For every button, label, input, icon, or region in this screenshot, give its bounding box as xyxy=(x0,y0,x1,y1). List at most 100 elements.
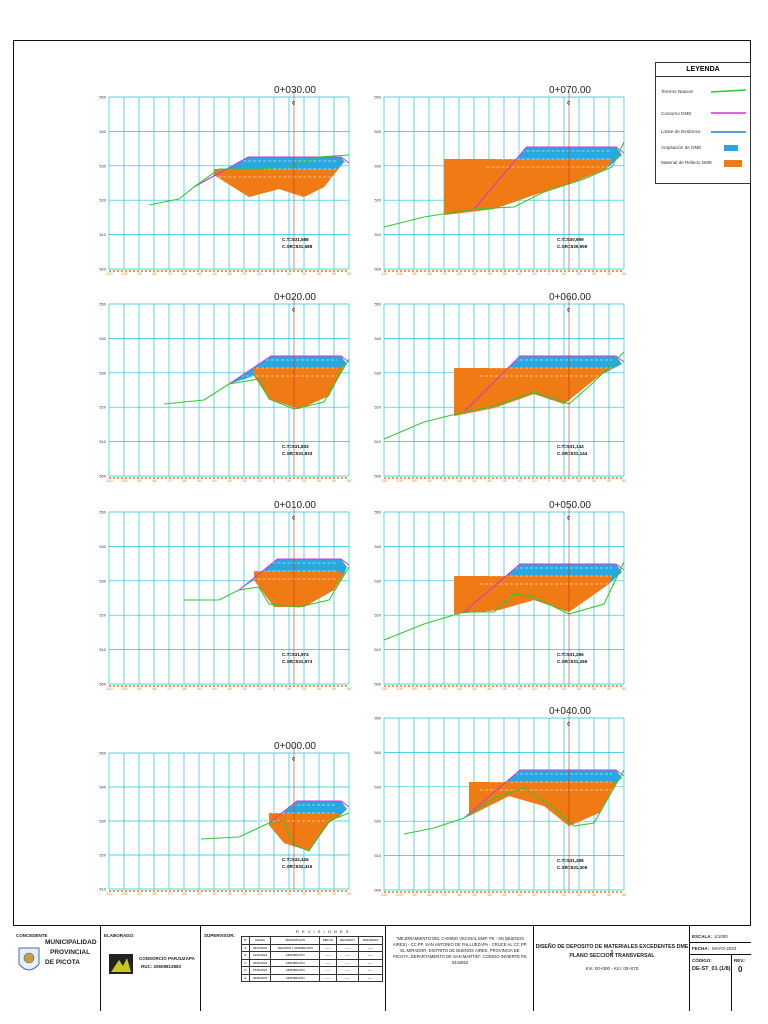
distance-tick: -10 xyxy=(531,272,536,276)
distance-tick: 20 xyxy=(577,479,581,483)
contour-line xyxy=(268,800,350,824)
terrain-line xyxy=(200,812,350,852)
elevation-tick: 520 xyxy=(374,198,381,203)
distance-tick: -20 xyxy=(241,479,246,483)
distance-tick: 50 xyxy=(622,479,626,483)
elevation-tick: 510 xyxy=(99,232,106,237)
entity-line-1: MUNICIPALIDAD xyxy=(45,939,97,946)
csr-label: C.SR=531,588 xyxy=(282,244,313,249)
elaborado-label: ELABORADO: xyxy=(104,933,135,938)
centerline-symbol: ¢ xyxy=(292,757,295,763)
section-title: 0+030.00 xyxy=(274,85,316,96)
date-label: FECHA: xyxy=(692,946,709,951)
distance-tick: -70 xyxy=(441,479,446,483)
distance-tick: -30 xyxy=(501,893,506,897)
distance-tick: -40 xyxy=(211,892,216,896)
distance-tick: 10 xyxy=(562,272,566,276)
distance-tick: -20 xyxy=(241,687,246,691)
elevation-tick: 520 xyxy=(374,405,381,410)
distance-tick: -70 xyxy=(441,687,446,691)
distance-tick: -60 xyxy=(181,272,186,276)
distance-tick: -30 xyxy=(501,479,506,483)
ct-label: C.T=530,959 xyxy=(557,237,584,242)
fill-material xyxy=(269,813,341,851)
distance-tick: -20 xyxy=(516,687,521,691)
csr-label: C.SR=531,144 xyxy=(557,451,588,456)
distance-tick: 20 xyxy=(302,892,306,896)
distance-tick: -60 xyxy=(456,479,461,483)
fill-material xyxy=(454,576,612,614)
distance-tick: -10 xyxy=(531,893,536,897)
distance-tick: 30 xyxy=(592,479,596,483)
elevation-tick: 530 xyxy=(374,578,381,583)
centerline-symbol: ¢ xyxy=(567,308,570,314)
distance-tick: -90 xyxy=(136,479,141,483)
date-value: MAYO-2023 xyxy=(712,946,737,951)
distance-tick: -30 xyxy=(226,687,231,691)
distance-tick: -100 xyxy=(120,687,127,691)
legend-label-expansion: Ampliación de DME xyxy=(661,145,702,150)
centerline-symbol: ¢ xyxy=(567,722,570,728)
elevation-tick: 520 xyxy=(99,613,106,618)
elevation-tick: 540 xyxy=(99,129,106,134)
distance-tick: -100 xyxy=(395,479,402,483)
concedente-cell: CONCEDENTE MUNICIPALIDAD PROVINCIAL DE P… xyxy=(13,926,101,1011)
concedente-label: CONCEDENTE xyxy=(16,933,48,938)
distance-tick: 10 xyxy=(287,272,291,276)
elevation-tick: 530 xyxy=(374,163,381,168)
code-value: DE-ST_01 (1/8) xyxy=(692,966,731,972)
distance-tick: -30 xyxy=(501,687,506,691)
section-title: 0+020.00 xyxy=(274,292,316,303)
elevation-tick: 520 xyxy=(99,198,106,203)
distance-tick: 0 xyxy=(273,892,275,896)
centerline-symbol: ¢ xyxy=(567,101,570,107)
centerline-symbol: ¢ xyxy=(292,101,295,107)
legend-swatch-terrain xyxy=(710,89,747,93)
distance-tick: -100 xyxy=(120,892,127,896)
revisions-row: A 05/01/2023 REVISIÓN Y APROBACIÓN ------ --… xyxy=(241,943,383,952)
distance-tick: 30 xyxy=(592,687,596,691)
ct-label: C.T=531,266 xyxy=(557,652,584,657)
elevation-tick: 540 xyxy=(374,544,381,549)
elevation-tick: 550 xyxy=(99,95,106,100)
elevation-tick: 500 xyxy=(374,888,381,893)
terrain-line xyxy=(383,351,625,440)
centerline-symbol: ¢ xyxy=(292,516,295,522)
distance-tick: -110 xyxy=(106,479,113,483)
distance-tick: 10 xyxy=(287,479,291,483)
legend-label-terrain: Terreno Natural xyxy=(661,89,693,94)
elevation-tick: 550 xyxy=(374,302,381,307)
distance-tick: 10 xyxy=(287,892,291,896)
distance-tick: -40 xyxy=(486,272,491,276)
elevation-tick: 520 xyxy=(99,853,106,858)
elevation-tick: 500 xyxy=(99,682,106,687)
elevation-tick: 530 xyxy=(99,819,106,824)
distance-tick: 30 xyxy=(317,272,321,276)
distance-tick: -10 xyxy=(531,479,536,483)
distance-tick: -10 xyxy=(256,892,261,896)
csr-label: C.SR=532,416 xyxy=(282,864,313,869)
centerline-symbol: ¢ xyxy=(292,308,295,314)
distance-tick: -30 xyxy=(226,272,231,276)
distance-tick: 50 xyxy=(347,272,351,276)
code-label: CÓDIGO: xyxy=(692,958,712,963)
elevation-tick: 510 xyxy=(99,887,106,892)
csr-label: C.SR=531,266 xyxy=(557,659,588,664)
section-title: 0+010.00 xyxy=(274,500,316,511)
legend-label-clearing: Limite de Desbroce xyxy=(661,129,701,134)
distance-tick: -90 xyxy=(411,893,416,897)
contour-line xyxy=(228,355,350,385)
distance-tick: -50 xyxy=(196,272,201,276)
distance-tick: 40 xyxy=(607,893,611,897)
distance-tick: -110 xyxy=(106,272,113,276)
elevation-tick: 510 xyxy=(99,647,106,652)
distance-tick: 40 xyxy=(332,892,336,896)
distance-tick: 10 xyxy=(562,479,566,483)
csr-label: C.SR=530,959 xyxy=(557,244,588,249)
contour-line xyxy=(193,156,350,188)
elevation-tick: 510 xyxy=(374,439,381,444)
rev-header: REVISADO xyxy=(335,936,360,945)
elevation-tick: 510 xyxy=(374,647,381,652)
